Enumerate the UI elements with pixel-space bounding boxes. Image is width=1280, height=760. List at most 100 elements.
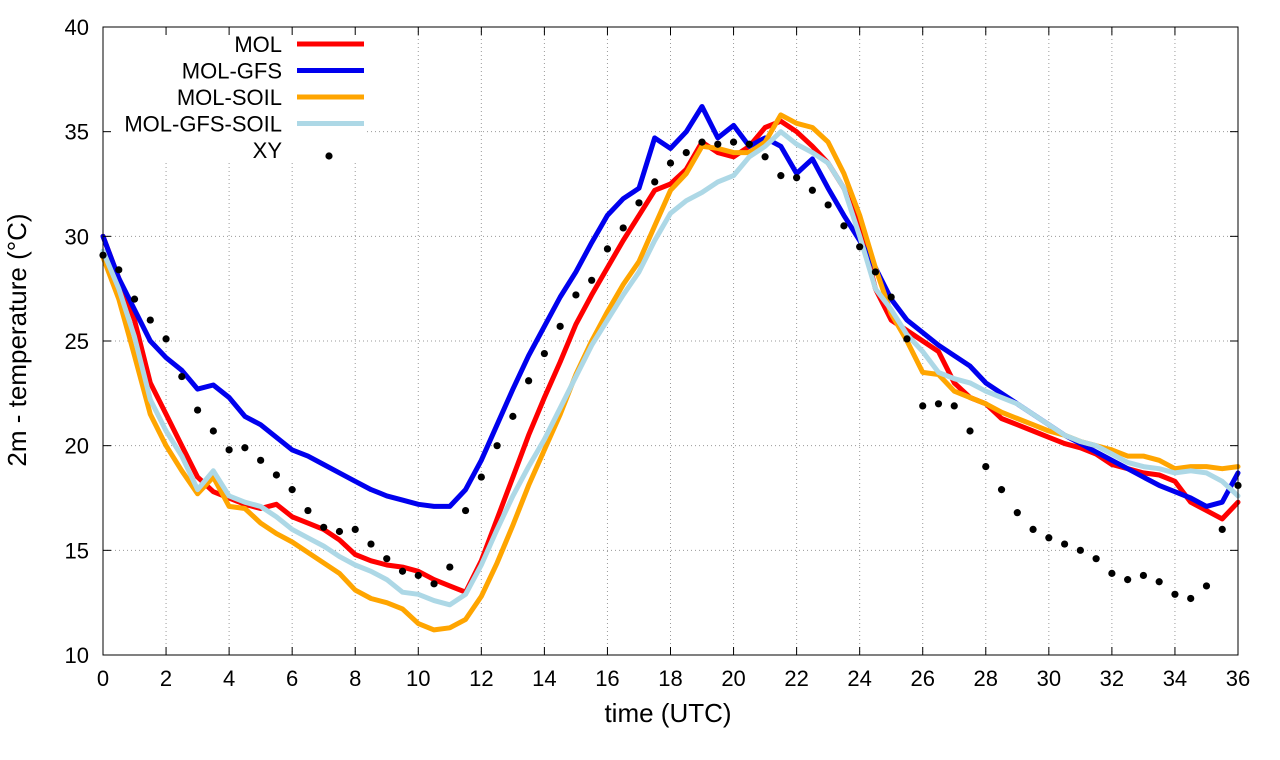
data-point [982, 463, 990, 471]
data-point [556, 322, 564, 330]
legend-label-mol-soil: MOL-SOIL [177, 85, 282, 110]
x-tick-label: 8 [349, 666, 361, 691]
data-point [1108, 569, 1116, 577]
data-point [824, 201, 832, 209]
data-point [1029, 525, 1037, 534]
data-point [871, 268, 880, 276]
data-point [1013, 509, 1021, 517]
x-tick-label: 10 [406, 666, 430, 691]
data-point [146, 316, 154, 324]
data-point [162, 335, 170, 343]
x-tick-label: 32 [1100, 666, 1124, 691]
data-point [493, 442, 501, 450]
data-point [966, 427, 974, 435]
x-tick-label: 16 [595, 666, 619, 691]
data-point [698, 138, 706, 146]
x-tick-label: 0 [97, 666, 109, 691]
data-point [1076, 546, 1084, 554]
data-point [414, 571, 422, 580]
data-point [729, 138, 738, 146]
data-point [1124, 576, 1132, 584]
data-point [288, 486, 296, 494]
y-tick-label: 30 [65, 224, 89, 249]
data-point [919, 402, 927, 410]
y-tick-label: 15 [65, 538, 89, 563]
data-point [272, 471, 281, 479]
data-point [461, 506, 470, 515]
series-line-mol [100, 118, 1241, 595]
x-tick-label: 18 [658, 666, 682, 691]
data-point [130, 295, 139, 303]
legend-label-mol: MOL [234, 32, 282, 57]
y-tick-label: 35 [65, 120, 89, 145]
data-point [383, 555, 391, 563]
data-point [682, 149, 690, 157]
data-point [1139, 571, 1148, 580]
x-tick-label: 22 [784, 666, 808, 691]
y-tick-label: 10 [65, 643, 89, 668]
data-point [997, 486, 1006, 494]
data-point [1045, 534, 1053, 542]
data-point [950, 402, 958, 410]
y-tick-label: 25 [65, 329, 89, 354]
series-line-mol-soil [100, 112, 1241, 633]
data-point [1171, 590, 1179, 598]
x-tick-label: 14 [532, 666, 556, 691]
data-point [1187, 594, 1195, 603]
x-tick-label: 26 [910, 666, 934, 691]
data-point [257, 456, 265, 464]
y-tick-label: 20 [65, 434, 89, 459]
data-point [446, 563, 454, 571]
data-point [1155, 578, 1163, 586]
x-tick-label: 12 [469, 666, 493, 691]
data-point [225, 446, 233, 454]
legend-label-mol-gfs: MOL-GFS [182, 59, 282, 84]
data-point [367, 540, 375, 548]
data-point [1060, 540, 1069, 548]
x-axis-ticks: 0 2 4 6 8 10 12 14 16 18 20 22 24 26 28 30 32 34 36 [97, 27, 1250, 691]
data-point [840, 222, 848, 230]
x-tick-label: 28 [974, 666, 998, 691]
data-point [808, 186, 816, 194]
data-point [540, 349, 548, 358]
x-tick-label: 34 [1163, 666, 1187, 691]
legend-label-xy: XY [253, 138, 283, 163]
data-point [304, 506, 312, 515]
data-point [619, 224, 627, 232]
data-point [525, 377, 533, 385]
legend-swatch-xy [325, 152, 333, 160]
y-axis-label: 2m - temperature (°C) [2, 213, 32, 466]
data-point [209, 427, 217, 435]
y-tick-label: 40 [65, 15, 89, 40]
data-point [115, 266, 123, 274]
x-tick-label: 30 [1037, 666, 1061, 691]
x-tick-label: 36 [1226, 666, 1250, 691]
data-point [745, 140, 753, 148]
data-point [588, 276, 596, 284]
data-point [398, 567, 407, 575]
data-point [1218, 525, 1226, 534]
data-point [777, 172, 785, 180]
data-point [856, 243, 864, 251]
data-point [572, 291, 580, 299]
data-point [241, 444, 249, 452]
x-tick-label: 6 [286, 666, 298, 691]
x-tick-label: 24 [847, 666, 871, 691]
series-line-mol-gfs-soil [100, 129, 1241, 608]
x-tick-label: 4 [223, 666, 235, 691]
data-point [1092, 555, 1100, 563]
data-point [635, 199, 643, 207]
data-point [1202, 582, 1211, 590]
series-layer [99, 104, 1242, 633]
data-point [651, 178, 659, 186]
data-point [477, 473, 485, 481]
data-point [193, 406, 202, 414]
data-point [666, 159, 675, 167]
x-tick-label: 20 [721, 666, 745, 691]
x-tick-label: 2 [160, 666, 172, 691]
data-point [351, 525, 359, 534]
data-point [934, 400, 943, 408]
data-point [714, 140, 722, 148]
